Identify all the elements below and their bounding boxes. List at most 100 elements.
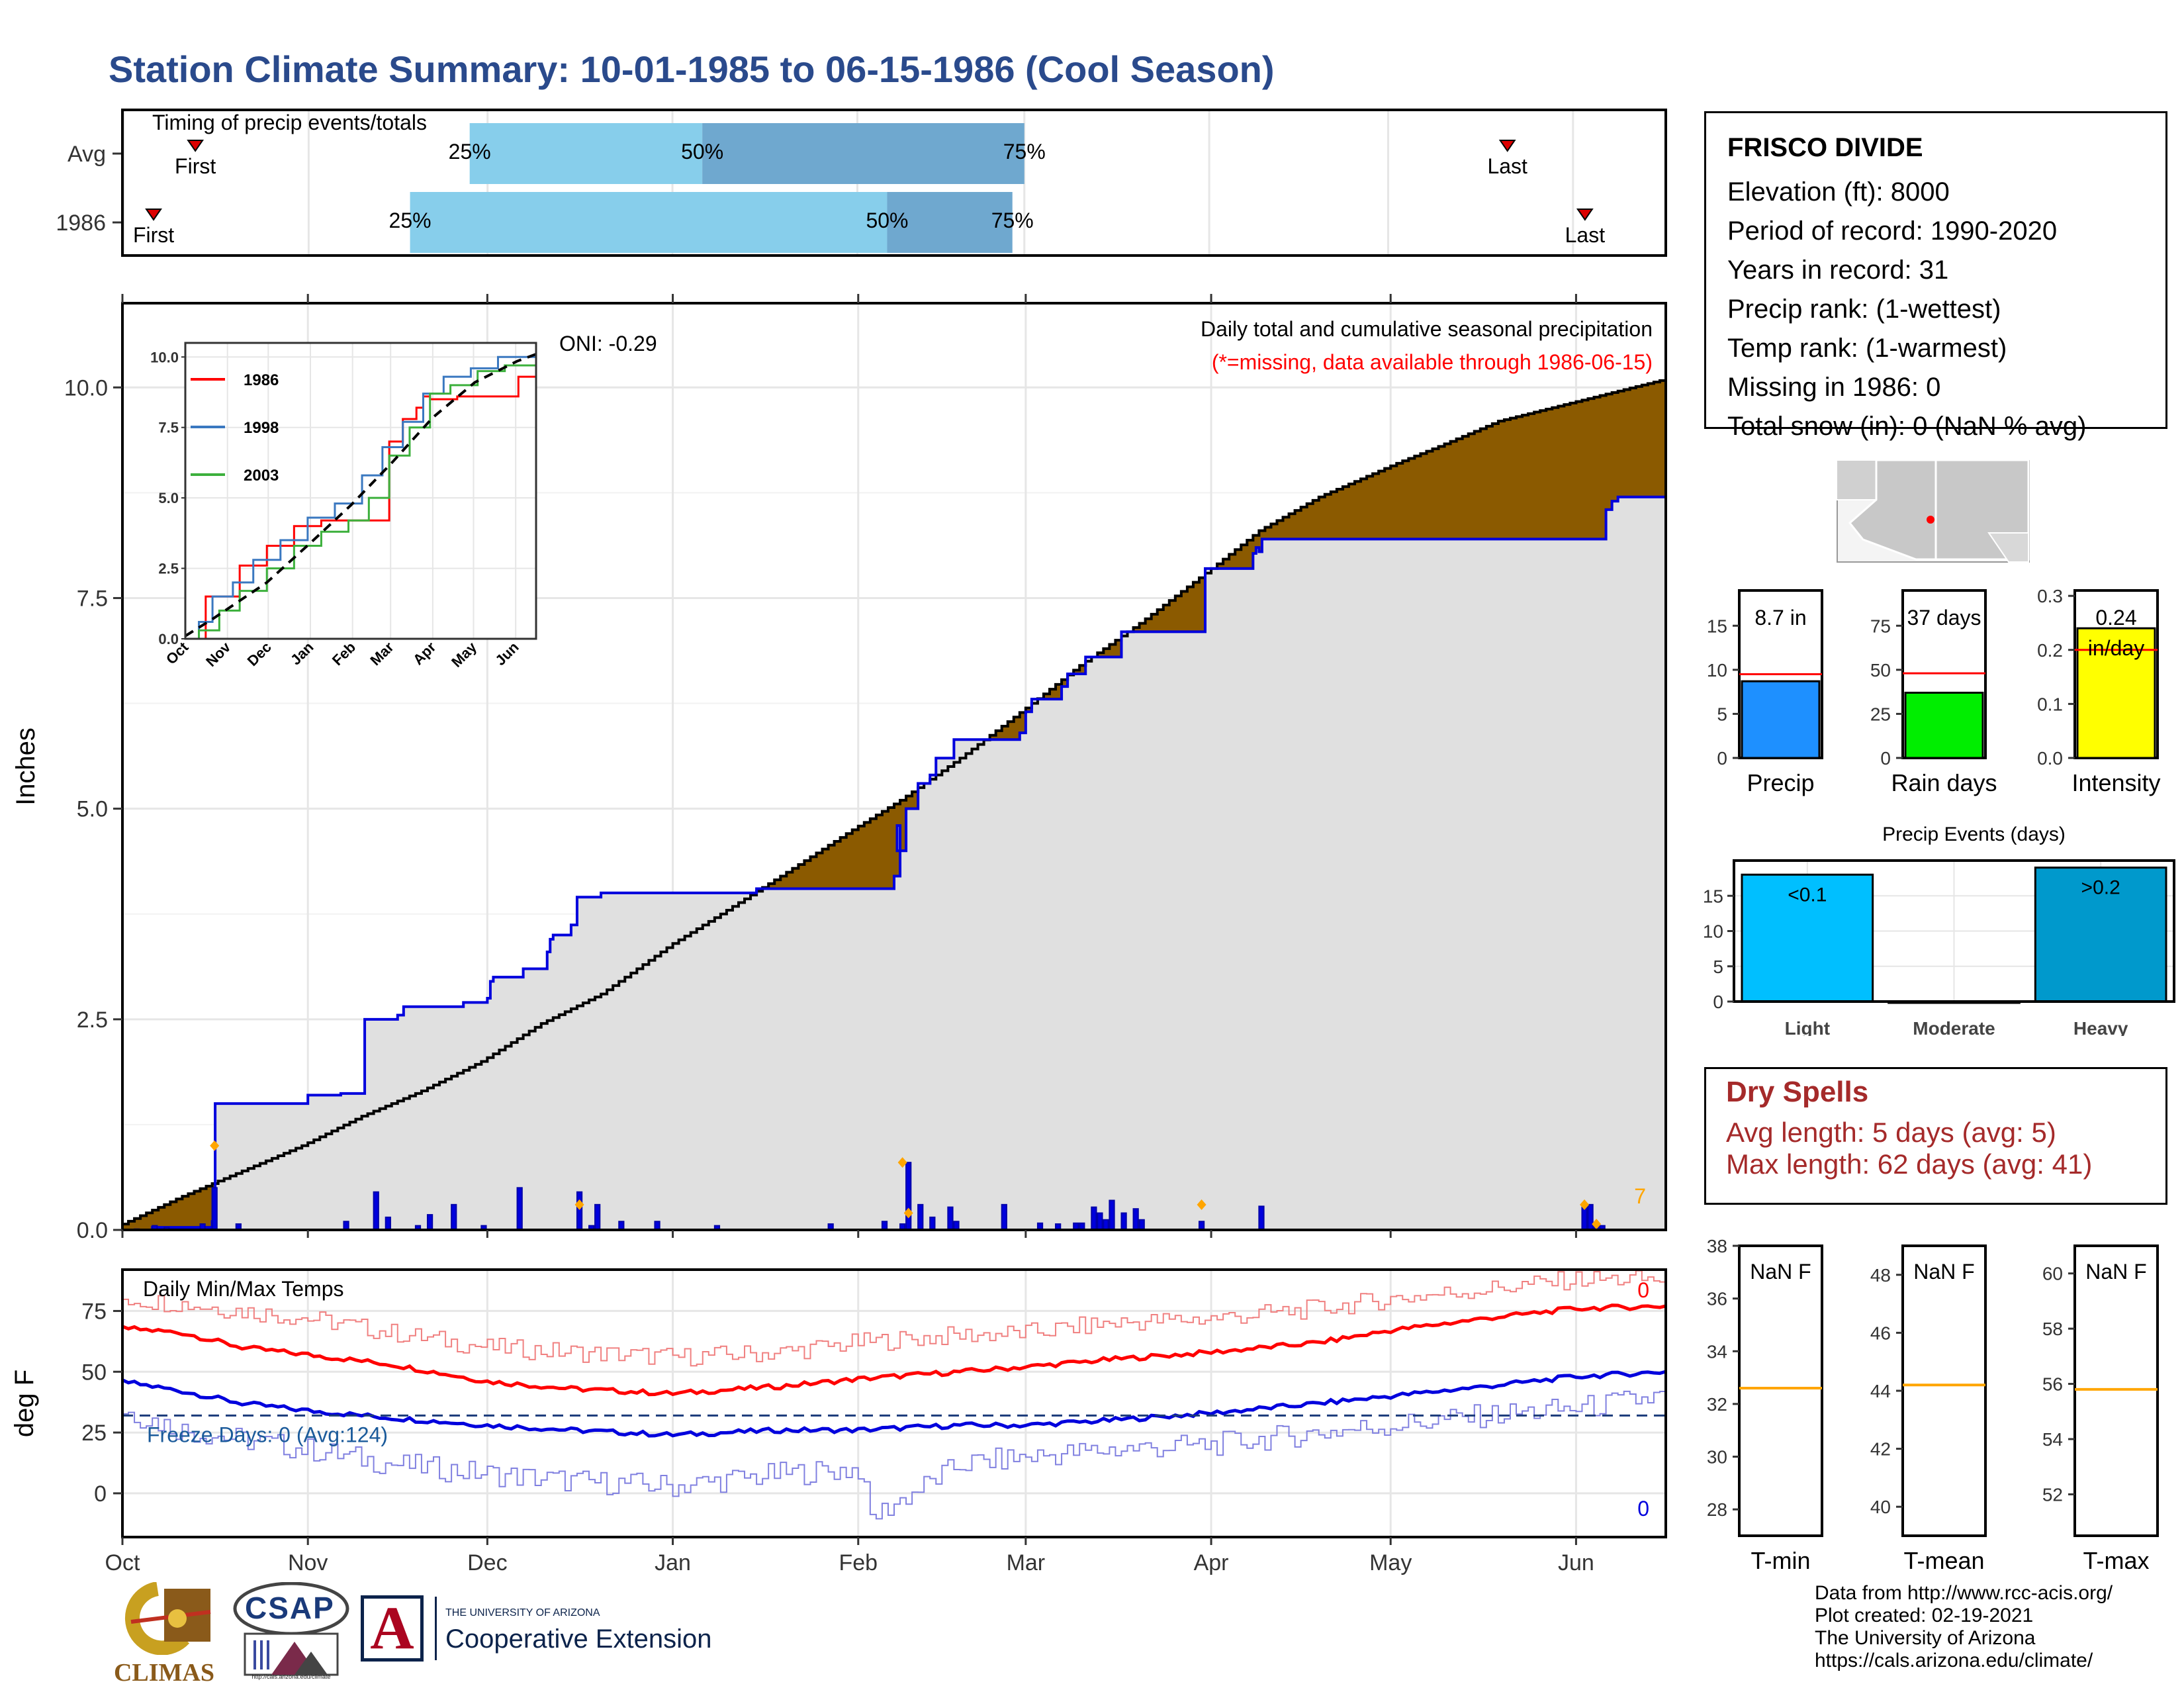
precip-title: Daily total and cumulative seasonal prec… (1201, 317, 1653, 341)
inset-xtick: Dec (244, 639, 275, 669)
station-line: Total snow (in): 0 (NaN % avg) (1727, 412, 2087, 441)
dry-spells-max: Max length: 62 days (avg: 41) (1726, 1149, 2093, 1180)
temp-box-frame (2073, 1244, 2159, 1537)
last-marker (1498, 140, 1516, 152)
ua-big-text: Cooperative Extension (445, 1624, 712, 1654)
temp-box-label: T-mean (1903, 1547, 1984, 1574)
daily-precip-bar (1258, 1205, 1265, 1231)
timing-pct-label: 25% (389, 209, 432, 232)
event-bar (1741, 873, 1874, 1003)
station-name: FRISCO DIVIDE (1727, 133, 1923, 162)
timing-pct-label: 50% (681, 140, 723, 164)
daily-precip-bar (1132, 1208, 1139, 1231)
temp-box-value: NaN F (2085, 1260, 2146, 1284)
last-marker (1576, 209, 1594, 221)
timing-bar-q3 (702, 123, 1024, 184)
summary-tick: 0 (1717, 748, 1727, 769)
inset-ytick: 10.0 (150, 349, 179, 365)
station-line: Period of record: 1990-2020 (1727, 216, 2058, 246)
data-credits: Data from http://www.rcc-acis.org/ Plot … (1815, 1582, 2113, 1672)
daily-precip-bar (1581, 1206, 1588, 1231)
ytick-label: 7.5 (77, 586, 108, 611)
daily-precip-bar (451, 1203, 457, 1231)
daily-precip-bar (1120, 1212, 1127, 1231)
summary-tick: 0.1 (2037, 694, 2063, 714)
summary-tick: 10 (1707, 660, 1727, 680)
timing-row-label: Avg (68, 142, 106, 167)
summary-tick: 15 (1707, 616, 1727, 636)
summary-value: 37 days (1907, 606, 1981, 630)
event-marker (1592, 1219, 1602, 1230)
temp-title: Daily Min/Max Temps (143, 1277, 343, 1301)
record-max-line (122, 1270, 1666, 1367)
inset-ytick: 2.5 (158, 561, 179, 577)
temp-plot-bg (122, 1270, 1666, 1537)
inset-series-line (184, 353, 537, 637)
first-label: First (133, 223, 174, 247)
temp-box-tick: 32 (1707, 1394, 1727, 1415)
summary-label: Intensity (2071, 769, 2160, 796)
precip-events-chart: Precip Events (days) <0.1 Light Moderate >0.… (1703, 823, 2175, 1036)
event-value: <0.1 (1788, 884, 1827, 906)
station-marker (1927, 516, 1934, 524)
timing-row-label: 1986 (56, 211, 106, 236)
station-info: FRISCO DIVIDE Elevation (ft): 8000 Perio… (1704, 111, 2167, 441)
ua-small-text: THE UNIVERSITY OF ARIZONA (445, 1607, 600, 1618)
inset-xtick: Nov (203, 638, 234, 670)
csap-text: CSAP (245, 1591, 335, 1625)
inset-xtick: May (448, 638, 480, 670)
inset-xtick: Jan (287, 639, 316, 668)
event-bar (2034, 867, 2167, 1003)
credit-line: Plot created: 02-19-2021 (1815, 1605, 2034, 1626)
inset-ytick: 5.0 (158, 490, 179, 506)
summary-value: 8.7 in (1754, 606, 1806, 630)
event-marker (897, 1157, 907, 1168)
y-axis-label: Inches (11, 727, 40, 806)
temp-box-tick: 44 (1870, 1381, 1891, 1401)
avg-min-line (121, 1370, 1666, 1438)
climas-text: CLIMAS (113, 1659, 215, 1687)
timing-bar-q2 (469, 123, 703, 184)
station-line: Temp rank: (1-warmest) (1727, 334, 2007, 363)
station-line: Years in record: 31 (1727, 256, 1949, 285)
temp-box-tick: 56 (2042, 1374, 2063, 1395)
timing-pct-label: 25% (449, 140, 491, 164)
timing-chart: 25% 50% 75% First Last Avg 25% 50% 75% First Last 1… (56, 109, 1667, 257)
event-marker (210, 1140, 220, 1151)
csap-logo: CSAP http://cals.arizona.edu/climate (232, 1581, 351, 1681)
summary-tick: 0.0 (2037, 748, 2063, 769)
precip-frame (121, 302, 1667, 1231)
timing-frame (121, 109, 1667, 257)
station-line: Elevation (ft): 8000 (1727, 177, 1950, 207)
summary-bars: 8.7 in 0 5 10 15 Precip 37 days 0 25 50 75 Rain day… (1707, 586, 2161, 796)
xtick-label: Dec (467, 1550, 507, 1575)
summary-label: Precip (1747, 769, 1814, 796)
temp-frame (121, 1268, 1667, 1538)
summary-bar (1741, 680, 1821, 759)
inset-series-line (185, 348, 537, 640)
xtick-label: Oct (105, 1550, 140, 1575)
temp-box-value: NaN F (1750, 1260, 1811, 1284)
temp-box-tick: 30 (1707, 1447, 1727, 1468)
summary-tick: 5 (1717, 704, 1727, 724)
summary-label: Rain days (1891, 769, 1997, 796)
inset-xtick: Jun (492, 639, 522, 669)
first-label: First (175, 154, 216, 178)
event-category: Heavy (2073, 1018, 2128, 1036)
temp-box-tick: 28 (1707, 1499, 1727, 1520)
summary-value: in/day (2088, 636, 2144, 660)
climas-logo: CLIMAS (111, 1581, 217, 1687)
timing-title: Timing of precip events/totals (152, 111, 427, 134)
temp-box-tick: 38 (1707, 1236, 1727, 1256)
dry-spells-title: Dry Spells (1726, 1076, 1869, 1108)
ytick-label: 75 (81, 1299, 107, 1324)
temp-box-label: T-min (1751, 1547, 1811, 1574)
credit-line: The University of Arizona (1815, 1627, 2036, 1649)
temp-box-tick: 34 (1707, 1341, 1727, 1362)
credit-line: Data from http://www.rcc-acis.org/ (1815, 1582, 2113, 1604)
ua-a-icon: A (370, 1594, 414, 1662)
freeze-label: Freeze Days: 0 (Avg:124) (147, 1423, 388, 1446)
station-line: Precip rank: (1-wettest) (1727, 295, 2001, 324)
ytick-label: 25 (81, 1421, 107, 1446)
